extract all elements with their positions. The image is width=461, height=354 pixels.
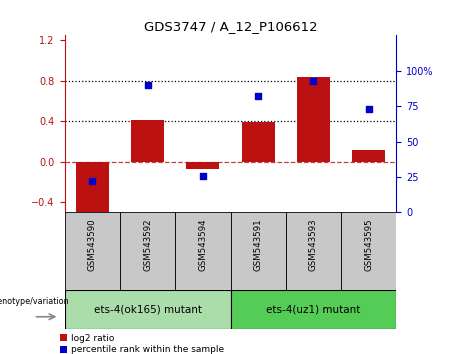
Text: GSM543591: GSM543591 [254,219,263,271]
Bar [65,212,120,290]
Bar [341,212,396,290]
Bar [242,122,275,162]
Text: GSM543592: GSM543592 [143,219,152,271]
Bar [131,120,164,162]
Bar [286,212,341,290]
Bar [230,290,396,329]
Legend: log2 ratio, percentile rank within the sample: log2 ratio, percentile rank within the s… [60,334,224,354]
Text: GSM543594: GSM543594 [198,219,207,271]
Bar [76,162,109,215]
Bar [65,290,230,329]
Point [310,78,317,84]
Text: ets-4(uz1) mutant: ets-4(uz1) mutant [266,305,361,315]
Text: GSM543593: GSM543593 [309,219,318,271]
Text: genotype/variation: genotype/variation [0,297,69,306]
Bar [352,150,385,162]
Title: GDS3747 / A_12_P106612: GDS3747 / A_12_P106612 [144,20,317,33]
Bar [175,212,230,290]
Bar [186,162,219,169]
Text: GSM543590: GSM543590 [88,219,97,271]
Text: GSM543595: GSM543595 [364,219,373,271]
Point [144,82,151,88]
Point [199,173,207,178]
Point [254,93,262,99]
Bar [230,212,286,290]
Point [89,178,96,184]
Text: ets-4(ok165) mutant: ets-4(ok165) mutant [94,305,201,315]
Bar [120,212,175,290]
Point [365,106,372,112]
Bar [297,77,330,162]
